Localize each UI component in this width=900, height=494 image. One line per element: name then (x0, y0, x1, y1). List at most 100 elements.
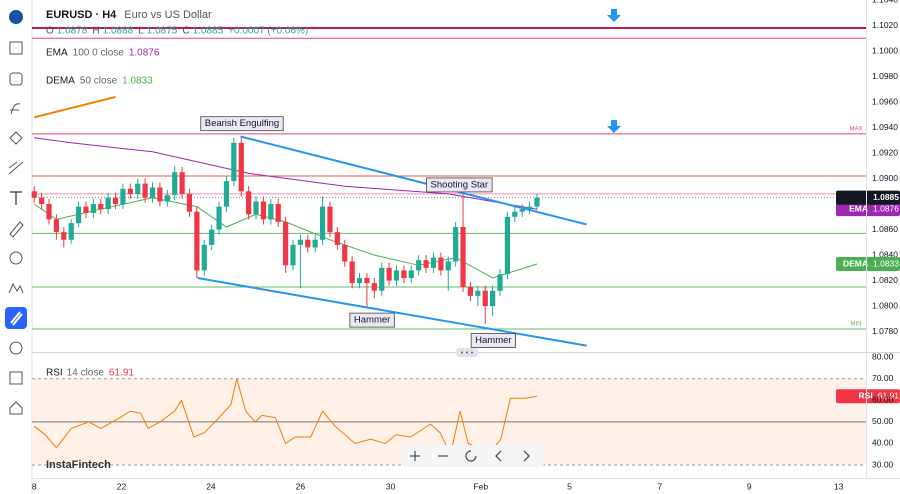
candle-body (120, 188, 126, 205)
tool-brush[interactable] (9, 221, 24, 238)
candle-body (430, 257, 437, 268)
price-pane: MAX MIN Bearish Engulfing Shooting Star Hamm… (31, 0, 900, 352)
tool-lock[interactable] (9, 371, 23, 385)
candle-body (105, 197, 111, 210)
y-tick-label: 30.00 (872, 459, 894, 469)
candle-body (445, 261, 451, 271)
tool-emoji[interactable] (9, 251, 23, 265)
candle-body (260, 201, 267, 220)
tool-indicators[interactable] (10, 103, 21, 115)
candle-body (68, 223, 74, 240)
candle-body (334, 232, 340, 245)
candle-body (504, 216, 511, 275)
candle-body (135, 183, 141, 194)
tool-chart-type[interactable] (9, 72, 23, 86)
symbol-logo[interactable] (9, 10, 23, 24)
zoom-in[interactable] (410, 451, 420, 461)
candle-body (246, 191, 252, 215)
y-tick-label: 1.0960 (872, 96, 898, 106)
handle-dot (471, 351, 473, 354)
indicator-value: 1.0876 (129, 48, 160, 59)
annotation-box[interactable] (426, 177, 493, 193)
candle-body (275, 204, 281, 222)
axis-tag-value: 1.0876 (873, 203, 899, 213)
axis-tag-name: RSI (859, 390, 873, 400)
candle-body (371, 283, 377, 291)
y-tick-label: 70.00 (872, 373, 894, 383)
annotation-box[interactable] (470, 333, 516, 348)
indicator-name: DEMA (46, 76, 75, 87)
candle-body (438, 257, 444, 271)
candle-body (297, 239, 303, 245)
trend-line[interactable] (197, 277, 587, 347)
candle-body (216, 206, 222, 230)
symbol-subtitle: Euro vs US Dollar (124, 9, 212, 21)
y-tick-label: 1.0920 (872, 147, 898, 157)
candle-body (467, 286, 474, 296)
x-tick-label: 8 (32, 481, 37, 491)
scroll-right[interactable] (523, 450, 530, 462)
tool-cursor[interactable] (9, 41, 23, 55)
candle-body (386, 267, 392, 281)
candle-body (238, 142, 244, 192)
annotation-box[interactable] (200, 116, 284, 132)
candle-body (98, 204, 104, 210)
y-tick-label: 40.00 (872, 438, 894, 448)
ohlc-label: H (92, 26, 99, 37)
indicator-params: 100 0 close (73, 48, 125, 59)
watermark: InstaFintech (46, 459, 111, 471)
candle-body (482, 290, 488, 307)
y-tick-label: 80.00 (872, 351, 894, 361)
y-tick-label: 1.0860 (872, 224, 898, 234)
candle-body (201, 244, 207, 271)
ohlc-value: 1.0878 (57, 26, 88, 37)
y-tick-label: 1.0900 (872, 173, 898, 183)
tool-crosshair[interactable] (9, 131, 23, 145)
trend-line[interactable] (33, 95, 116, 119)
candle-body (497, 274, 503, 291)
candle-body (46, 204, 52, 220)
y-tick-label: 1.0780 (872, 326, 898, 336)
annotation-text: Shooting Star (431, 179, 489, 190)
candle-body (39, 197, 45, 205)
candle-body (312, 239, 318, 248)
indicator-value: 61.91 (109, 368, 134, 379)
tool-lines[interactable] (8, 161, 24, 175)
axis-tag-name: DEMA (843, 258, 868, 268)
annotation-box[interactable] (349, 312, 395, 328)
candle-body (342, 244, 348, 262)
handle-dot (466, 351, 468, 354)
candle-body (408, 270, 414, 279)
candle-body (327, 206, 333, 233)
candle-body (164, 195, 170, 202)
axis-tag-value: 61.91 (878, 390, 900, 400)
candle-body (209, 229, 215, 245)
x-tick-label: 26 (296, 481, 306, 491)
axis-tag-bg (836, 389, 900, 404)
scroll-left[interactable] (495, 450, 502, 462)
change-value: +0.0007 (+0.06%) (228, 26, 308, 37)
reset[interactable] (465, 450, 477, 462)
tool-text[interactable] (10, 191, 22, 205)
y-tick-label: 1.0800 (872, 300, 898, 310)
tool-patterns[interactable] (8, 282, 24, 294)
candle-body (423, 260, 429, 268)
candle-body (231, 142, 237, 182)
candle-body (512, 211, 518, 217)
candle-body (90, 204, 96, 213)
x-tick-label: 5 (567, 481, 572, 491)
candle-body (534, 197, 540, 207)
candle-body (142, 183, 148, 198)
level-label: MAX (849, 126, 862, 132)
candle-body (393, 270, 400, 281)
trend-line[interactable] (240, 135, 587, 226)
arrow-marker (607, 9, 621, 22)
tool-home[interactable] (9, 401, 23, 415)
axis-tag-value: 1.0833 (873, 258, 899, 268)
ohlc-value: 1.0888 (103, 26, 134, 37)
left-toolbar (5, 0, 33, 494)
blue-arrows (607, 9, 621, 133)
tool-hide[interactable] (9, 341, 23, 355)
candle-body (356, 278, 363, 284)
